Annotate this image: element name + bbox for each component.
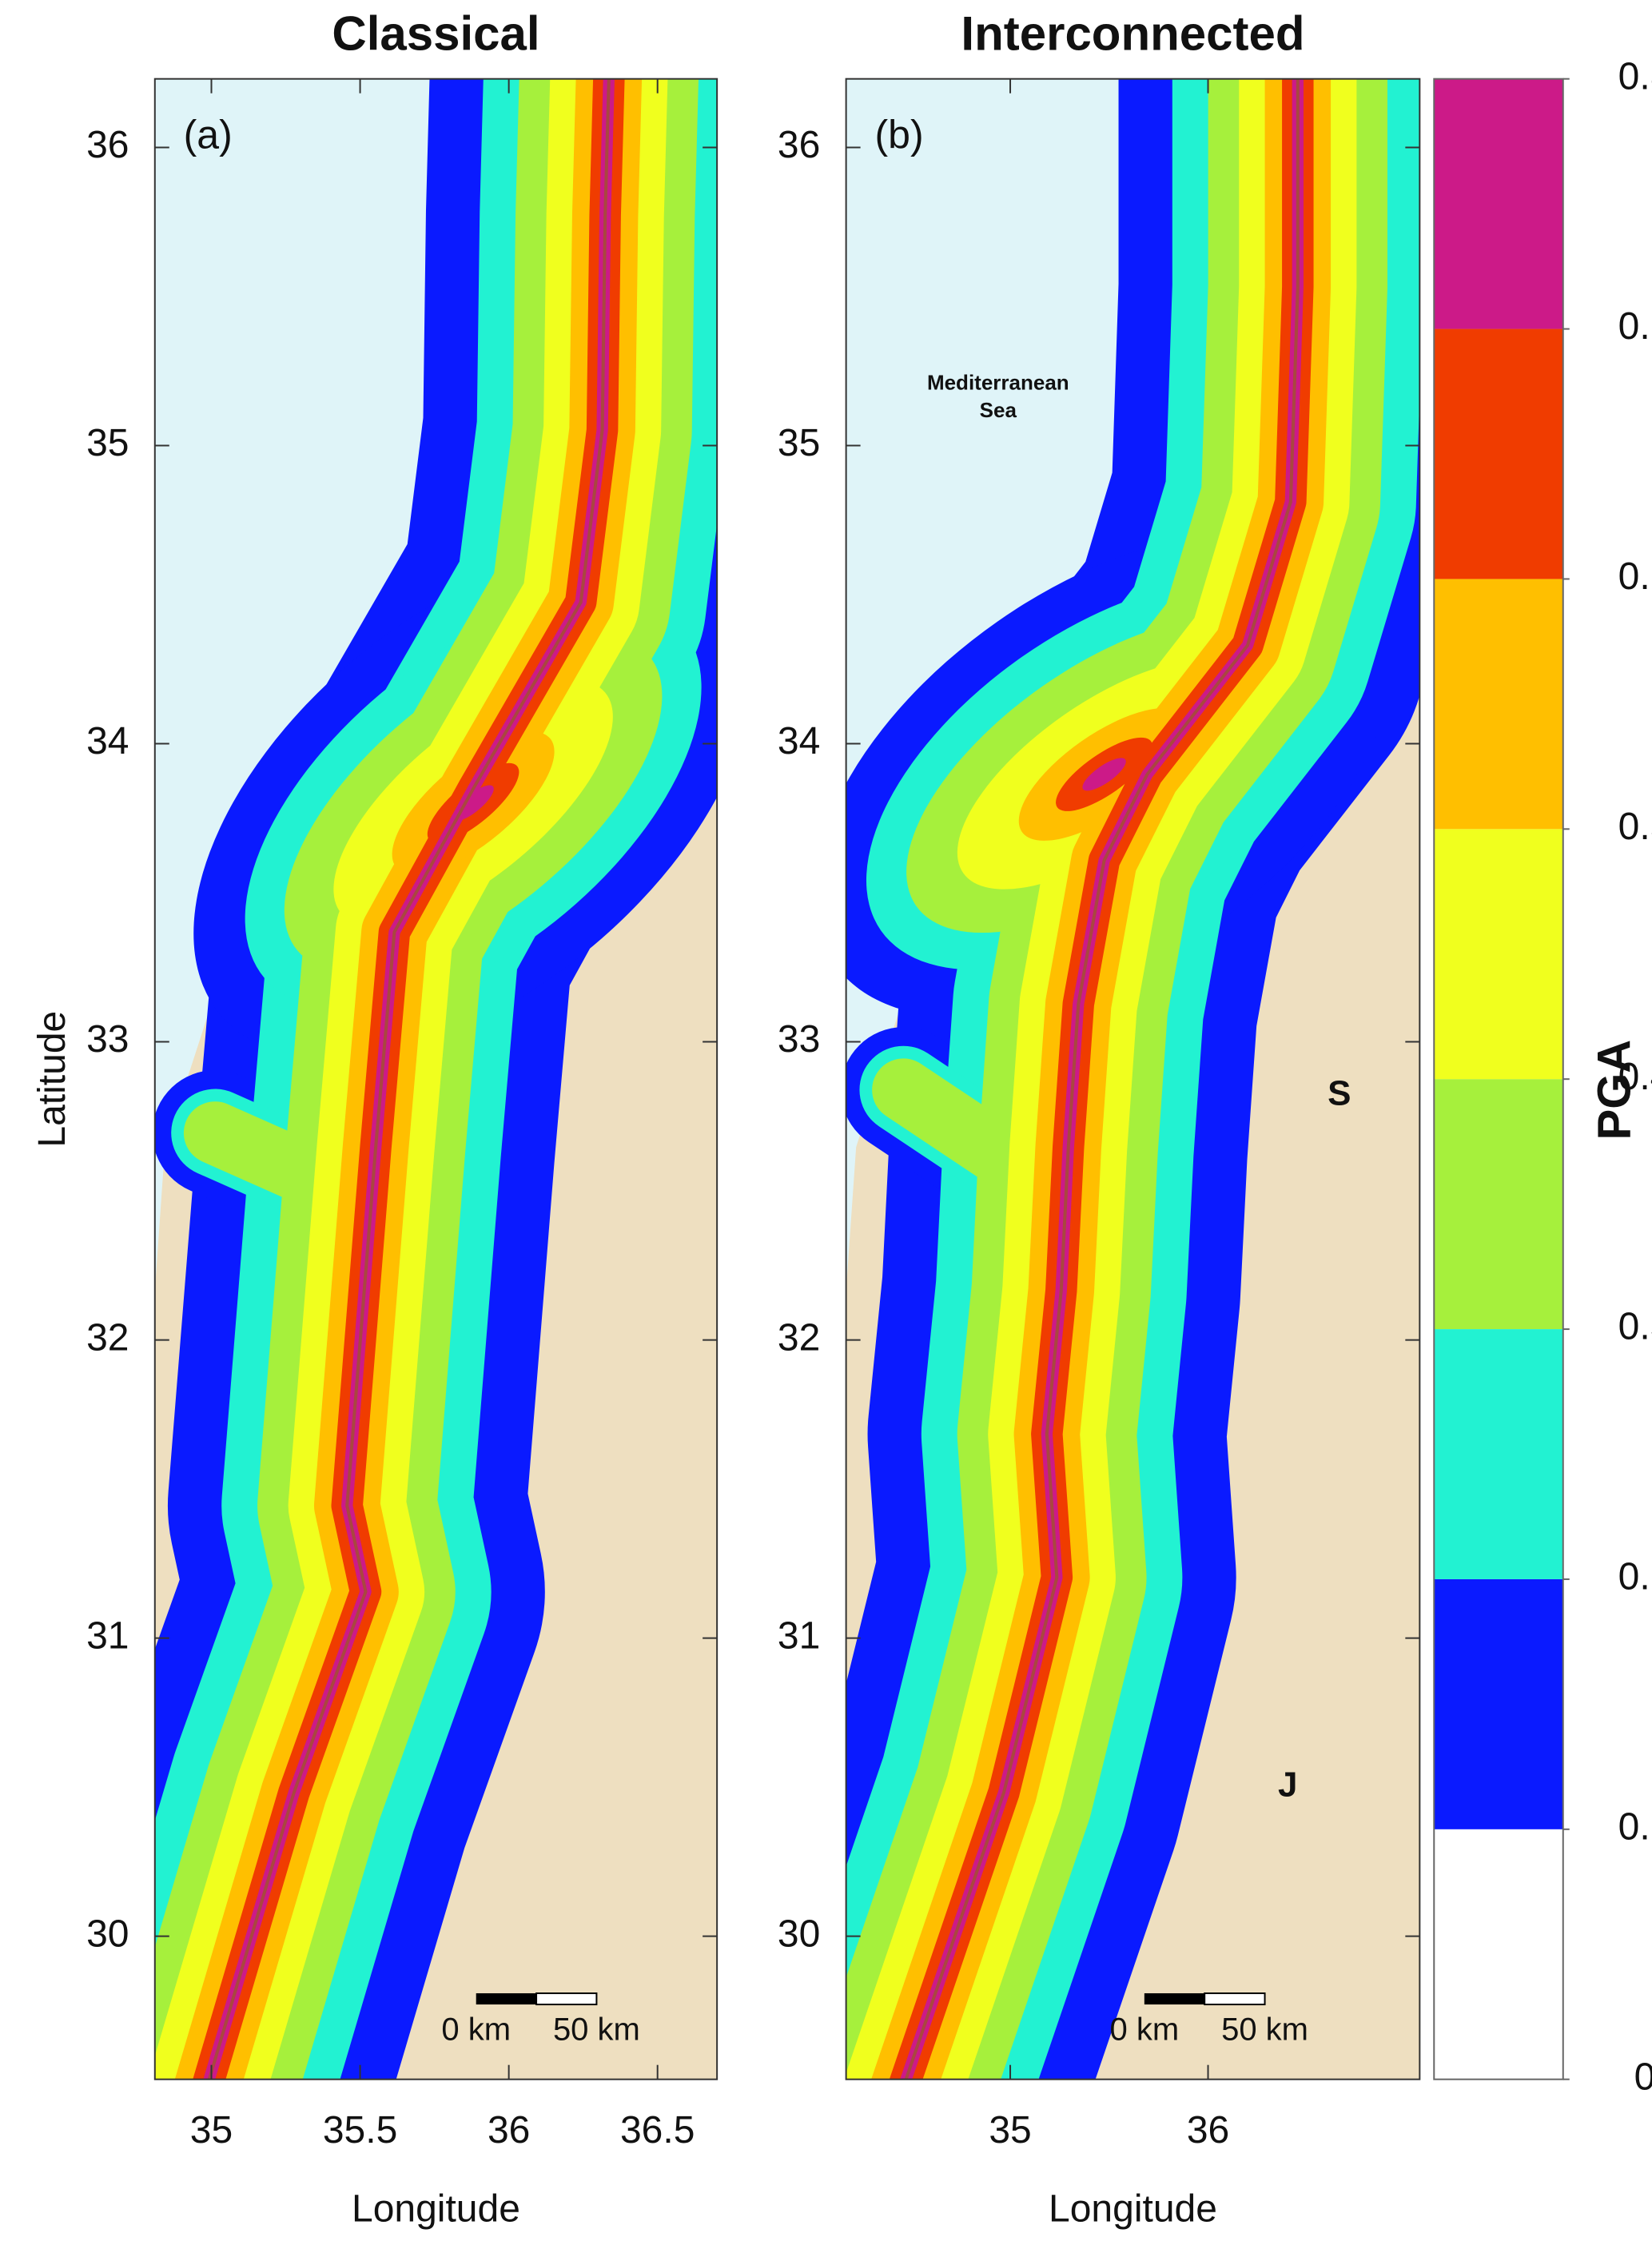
x-axis-label: Longitude	[1049, 2187, 1217, 2230]
colorbar-segment	[1434, 829, 1563, 1080]
y-axis-label: Latitude	[31, 1011, 74, 1148]
colorbar-tick-label: 0.3	[1618, 1306, 1652, 1348]
x-tick-label: 36	[1187, 2109, 1229, 2151]
map-annotation: S	[1328, 1073, 1351, 1113]
y-tick-label: 36	[778, 124, 820, 166]
panel-label: (a)	[184, 112, 233, 157]
x-tick-label: 35	[190, 2109, 233, 2151]
pga-band	[1082, 758, 1126, 791]
y-tick-label: 34	[778, 720, 820, 762]
x-tick-label: 35	[989, 2109, 1031, 2151]
y-tick-label: 30	[778, 1913, 820, 1955]
panel-label: (b)	[875, 112, 924, 157]
y-tick-label: 32	[778, 1316, 820, 1359]
scale-bar-label: 50 km	[553, 2012, 640, 2048]
scale-bar	[1144, 1993, 1205, 2005]
panel-title: Classical	[332, 6, 539, 60]
map-panel	[846, 78, 1420, 2080]
sea	[154, 78, 496, 1291]
colorbar-tick-label: 0.6	[1618, 555, 1652, 598]
colorbar-tick-label: 0.7	[1618, 305, 1652, 348]
y-tick-label: 31	[86, 1614, 129, 1657]
fault-line	[904, 78, 1300, 2080]
map-annotation: Mediterranean	[927, 371, 1069, 395]
x-axis-label: Longitude	[352, 2187, 520, 2230]
colorbar-label: PGA	[1588, 1040, 1640, 1140]
y-tick-label: 30	[86, 1913, 129, 1955]
scale-bar	[535, 1992, 598, 2006]
scale-bar	[1204, 1992, 1266, 2006]
colorbar-tick-label: 0.8	[1618, 55, 1652, 98]
colorbar-tick-label: 0.1	[1618, 1805, 1652, 1848]
y-tick-label: 33	[778, 1018, 820, 1061]
scale-bar-label: 0 km	[1109, 2012, 1179, 2048]
x-tick-label: 36.5	[620, 2109, 695, 2151]
x-tick-label: 35.5	[323, 2109, 397, 2151]
fault-line	[207, 78, 611, 2080]
y-tick-label: 36	[86, 124, 129, 166]
colorbar-segment	[1434, 579, 1563, 830]
map-panel	[154, 78, 718, 2080]
x-tick-label: 36	[488, 2109, 530, 2151]
map-frame	[845, 78, 1421, 2080]
colorbar-segment	[1434, 1578, 1563, 1829]
panel-title: Interconnected	[961, 6, 1304, 60]
scale-bar-label: 50 km	[1221, 2012, 1308, 2048]
colorbar-segment	[1434, 78, 1563, 329]
y-tick-label: 32	[86, 1316, 129, 1359]
colorbar-segment	[1434, 1079, 1563, 1330]
colorbar-tick-label: 0.5	[1618, 806, 1652, 848]
colorbar-segment	[1434, 1329, 1563, 1579]
map-annotation: Sea	[980, 398, 1017, 422]
map-annotation: J	[1278, 1765, 1297, 1804]
scale-bar-label: 0 km	[441, 2012, 511, 2048]
colorbar-tick-label: 0	[1634, 2056, 1652, 2098]
colorbar-tick-label: 0.2	[1618, 1556, 1652, 1598]
y-tick-label: 34	[86, 720, 129, 762]
colorbar-tick-label: 0.4	[1618, 1056, 1652, 1098]
y-tick-label: 35	[86, 422, 129, 464]
map-frame	[153, 78, 719, 2080]
scale-bar	[476, 1993, 537, 2005]
y-tick-label: 33	[86, 1018, 129, 1061]
y-tick-label: 35	[778, 422, 820, 464]
pga-band	[452, 785, 494, 822]
y-tick-label: 31	[778, 1614, 820, 1657]
colorbar-segment	[1434, 1829, 1563, 2080]
colorbar-segment	[1434, 328, 1563, 579]
